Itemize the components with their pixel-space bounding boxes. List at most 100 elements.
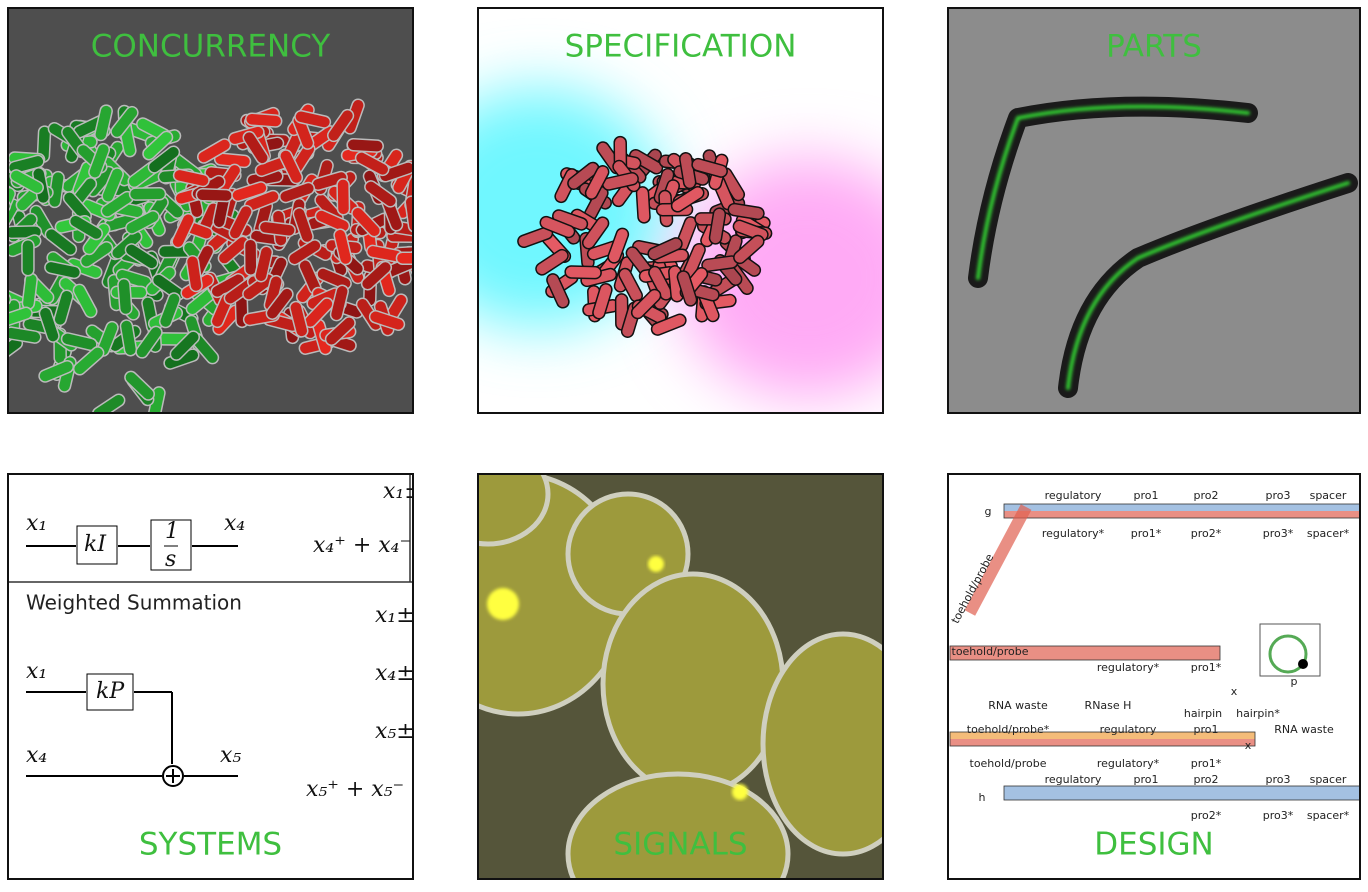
dna-label: x: [1231, 685, 1238, 698]
cell: [546, 273, 570, 309]
cell: [124, 370, 155, 401]
cell: [346, 137, 384, 153]
cell: [258, 220, 296, 238]
yeast-cell: [600, 571, 786, 797]
dna-label: pro1: [1134, 489, 1159, 502]
cell: [231, 181, 268, 203]
cell: [147, 145, 181, 174]
cell: [60, 332, 98, 352]
cell: [254, 245, 274, 283]
dna-label: regulatory*: [1042, 527, 1105, 540]
strand: [1004, 511, 1360, 518]
dna-label: pro2*: [1191, 527, 1222, 540]
dna-label: regulatory: [1100, 723, 1157, 736]
dna-label: pro3: [1266, 489, 1291, 502]
cell: [8, 326, 42, 344]
cell: [91, 393, 126, 413]
math-label: x₅: [220, 743, 241, 768]
tile-image: [478, 8, 883, 413]
tile-label: CONCURRENCY: [91, 29, 331, 65]
cell: [676, 270, 698, 307]
cell: [197, 138, 232, 164]
plus: [166, 769, 180, 783]
dna-label: pro3*: [1263, 809, 1294, 822]
dna-label: regulatory: [1045, 773, 1102, 786]
cell: [564, 265, 602, 280]
cell: [628, 148, 664, 175]
math-label: x₁±: [375, 603, 415, 628]
bright-spot: [732, 784, 748, 800]
cell: [592, 282, 613, 320]
tile: CONCURRENCY: [7, 7, 414, 414]
strand-box: [1003, 785, 1360, 801]
cell: [539, 215, 576, 239]
tile-image: [8, 8, 413, 413]
strand-diag: [964, 504, 1032, 616]
filament: [976, 104, 1250, 280]
dna-label: toehold/probe*: [967, 723, 1050, 736]
cell: [125, 209, 160, 235]
cell: [169, 330, 201, 361]
math-label: x₁: [26, 511, 47, 536]
dna-label: pro2: [1194, 773, 1219, 786]
cell: [279, 149, 304, 185]
cell: [292, 207, 314, 244]
dna-label: x: [1245, 739, 1252, 752]
math-label: x₄±: [375, 661, 415, 686]
cell: [294, 109, 332, 129]
cell: [351, 206, 382, 238]
cell: [324, 316, 356, 346]
math-label: kP: [96, 679, 125, 704]
cell: [329, 284, 349, 322]
cell: [733, 234, 765, 265]
tile-label: SYSTEMS: [139, 827, 282, 863]
cell: [364, 180, 398, 208]
cell: [158, 292, 181, 329]
cell: [581, 216, 610, 250]
cell: [172, 168, 210, 188]
cell: [8, 292, 12, 308]
strand: [1004, 786, 1360, 793]
tile-border: [947, 7, 1361, 414]
dna-label: regulatory: [1045, 489, 1102, 502]
yeast-cell: [478, 474, 551, 547]
cell: [44, 260, 82, 280]
tile-border: [7, 473, 414, 880]
cell: [327, 108, 355, 143]
bright-spot: [648, 556, 664, 572]
tile-image: Weighted Summation x₁ kI 1 s x₄ x₁ kP x₄ x₅ x₁± x₄⁺…: [8, 474, 415, 879]
cell: [44, 227, 78, 257]
cell: [265, 287, 294, 320]
strand: [950, 646, 1220, 653]
dna-label: spacer*: [1307, 809, 1350, 822]
cell: [124, 243, 159, 270]
strand-box: [949, 645, 1221, 661]
cell: [567, 161, 600, 191]
cell: [287, 239, 322, 266]
block: [150, 519, 192, 571]
dna-label: g: [985, 505, 992, 518]
cell: [368, 310, 406, 332]
dna-label: hairpin: [1184, 707, 1222, 720]
cell: [8, 198, 21, 233]
dna-label: pro1*: [1131, 527, 1162, 540]
cell: [38, 360, 75, 383]
summer: [162, 765, 184, 787]
strand-box: [1003, 503, 1360, 519]
cell: [217, 235, 250, 265]
dna-label: spacer: [1310, 489, 1347, 502]
cell: [101, 167, 124, 203]
yeast-cell: [565, 771, 791, 879]
math-label: s: [165, 547, 176, 572]
cell: [395, 251, 413, 265]
math-label: 1: [165, 519, 179, 544]
cell: [185, 254, 203, 293]
dna-label: pro2*: [1191, 809, 1222, 822]
background: [948, 8, 1360, 413]
tile-label: SPECIFICATION: [565, 29, 797, 65]
dna-label: spacer: [1310, 773, 1347, 786]
dna-label: pro3*: [1263, 527, 1294, 540]
dna-label: pro1*: [1191, 757, 1222, 770]
